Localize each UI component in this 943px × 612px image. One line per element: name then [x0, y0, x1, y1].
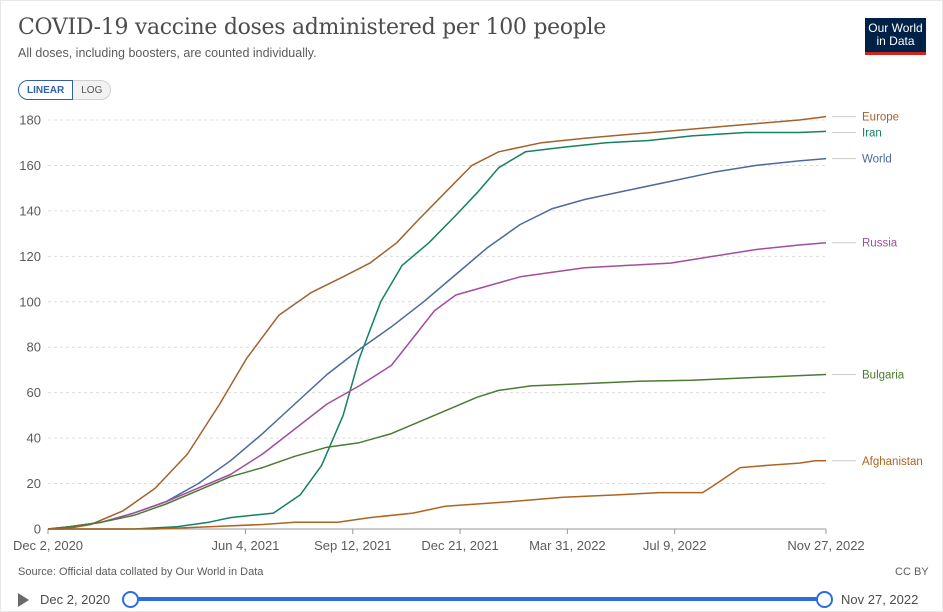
series-line-afghanistan[interactable] [48, 460, 826, 530]
x-tick-label: Jun 4, 2021 [211, 538, 279, 553]
legend-label-bulgaria[interactable]: Bulgaria [862, 369, 905, 381]
legend-label-russia[interactable]: Russia [862, 238, 898, 250]
logo-text-line2: in Data [876, 34, 915, 48]
series-line-europe[interactable] [48, 115, 827, 530]
legend-label-afghanistan[interactable]: Afghanistan [862, 456, 923, 468]
y-tick-label: 20 [27, 476, 41, 491]
x-tick-label: Mar 31, 2022 [529, 538, 606, 553]
x-tick-label: Nov 27, 2022 [787, 538, 864, 553]
y-tick-label: 140 [19, 203, 41, 218]
timeline-slider: Dec 2, 2020 Nov 27, 2022 [0, 588, 943, 612]
chart-subtitle: All doses, including boosters, are count… [18, 46, 317, 60]
logo-text-line1: Our World [868, 21, 923, 35]
license-label[interactable]: CC BY [895, 566, 929, 578]
y-tick-label: 180 [19, 113, 41, 128]
y-tick-label: 80 [27, 340, 41, 355]
linear-scale-button[interactable]: LINEAR [18, 80, 74, 100]
scale-toggle: LINEAR LOG [18, 80, 112, 100]
legend-label-europe[interactable]: Europe [862, 112, 899, 124]
y-tick-label: 120 [19, 249, 41, 264]
x-tick-label: Dec 2, 2020 [13, 538, 83, 553]
timeline-end-label: Nov 27, 2022 [841, 592, 919, 607]
series-line-bulgaria[interactable] [47, 373, 827, 530]
y-tick-label: 60 [27, 385, 41, 400]
series-line-iran[interactable] [48, 130, 827, 530]
x-tick-label: Sep 12, 2021 [314, 538, 391, 553]
legend-label-iran[interactable]: Iran [862, 127, 882, 139]
owid-logo[interactable]: Our World in Data [865, 18, 926, 55]
x-tick-label: Dec 21, 2021 [421, 538, 498, 553]
y-tick-label: 40 [27, 431, 41, 446]
legend-label-world[interactable]: World [862, 154, 892, 166]
y-tick-label: 0 [34, 522, 41, 537]
series-line-russia[interactable] [47, 241, 827, 530]
series-line-world[interactable] [47, 157, 827, 530]
source-note[interactable]: Source: Official data collated by Our Wo… [18, 566, 264, 578]
timeline-track[interactable] [130, 597, 825, 601]
x-tick-label: Jul 9, 2022 [643, 538, 707, 553]
log-scale-button[interactable]: LOG [73, 80, 112, 100]
line-chart: 0 20 40 60 80 100 120 140 160 180 Dec 2, 2020 Jun 4… [13, 112, 923, 553]
y-tick-label: 100 [19, 294, 41, 309]
play-icon[interactable] [18, 593, 29, 607]
timeline-end-handle[interactable] [816, 591, 833, 608]
timeline-start-label: Dec 2, 2020 [40, 592, 111, 607]
chart-title: COVID-19 vaccine doses administered per … [18, 15, 607, 40]
timeline-start-handle[interactable] [122, 591, 139, 608]
y-tick-label: 160 [19, 158, 41, 173]
